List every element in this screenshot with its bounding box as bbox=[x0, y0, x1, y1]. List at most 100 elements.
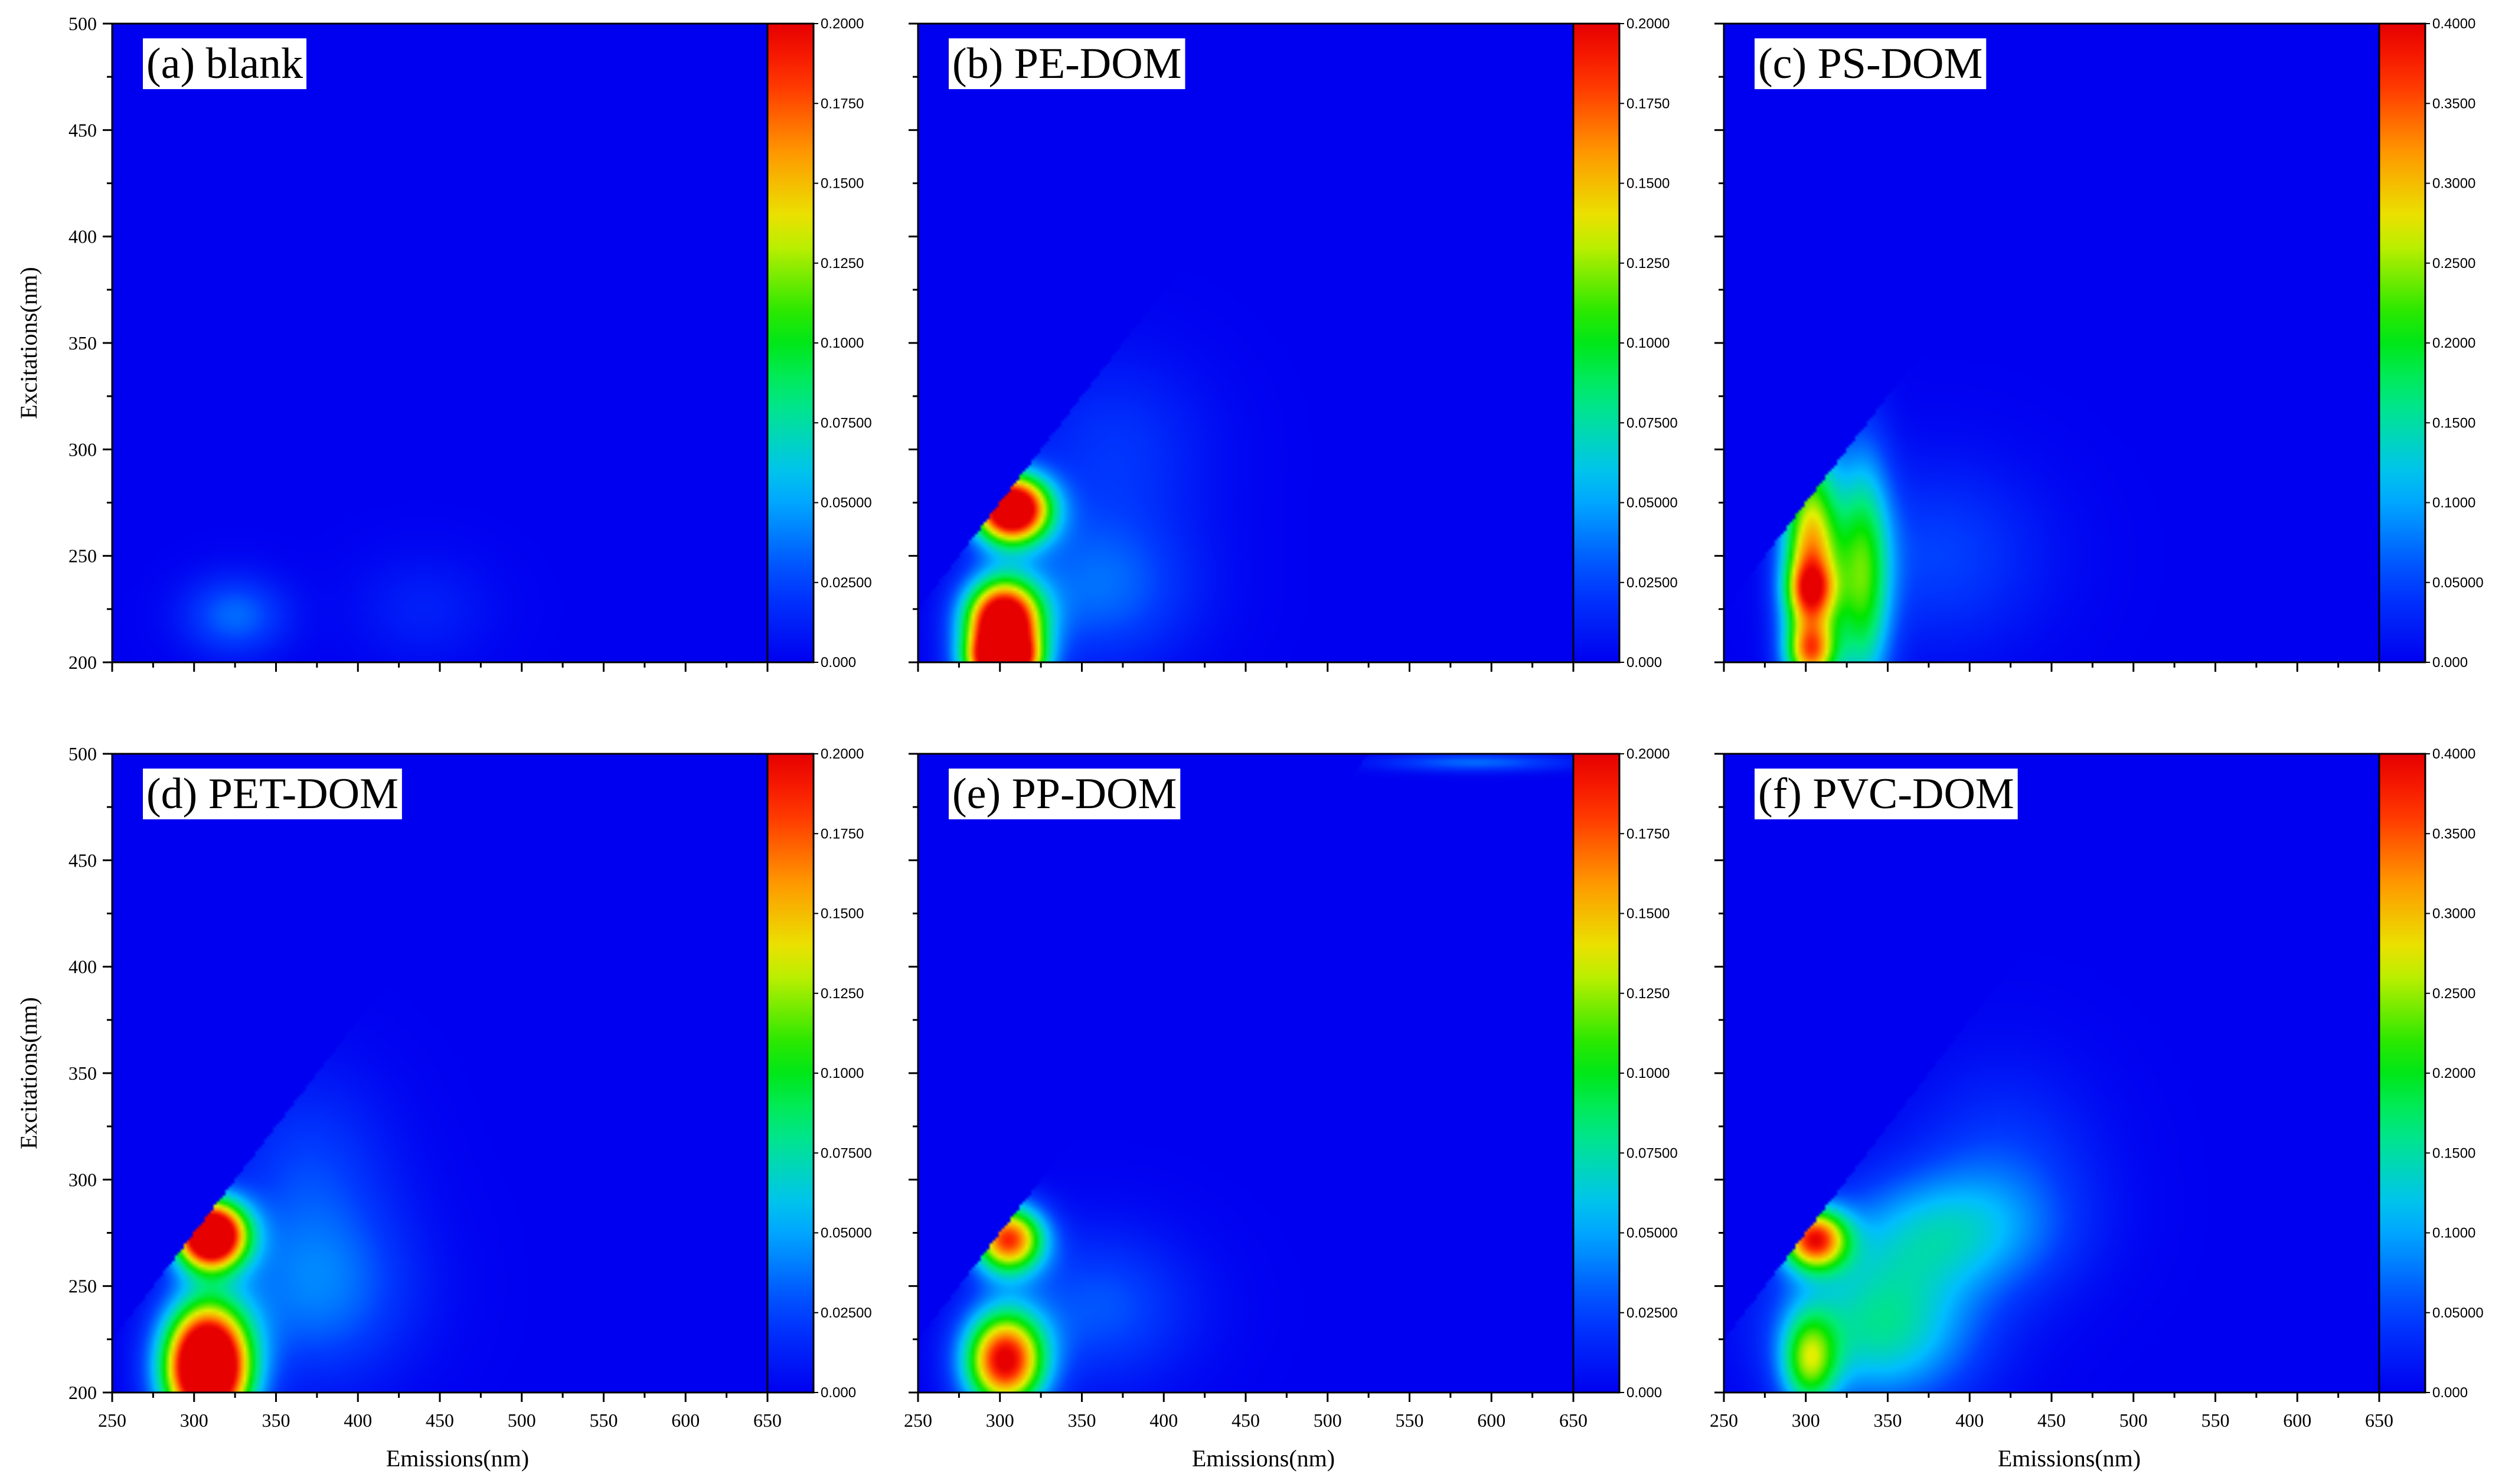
colorbar-tick-label: 0.05000 bbox=[821, 495, 872, 511]
x-tick-label: 350 bbox=[262, 1410, 290, 1431]
colorbar-tick-label: 0.1000 bbox=[2432, 1225, 2475, 1241]
colorbar-tick-label: 0.4000 bbox=[2432, 16, 2475, 32]
x-tick-label: 300 bbox=[180, 1410, 208, 1431]
x-tick-label: 400 bbox=[344, 1410, 372, 1431]
x-tick-label: 450 bbox=[1232, 1410, 1260, 1431]
colorbar-tick-label: 0.3500 bbox=[2432, 826, 2475, 842]
colorbar bbox=[2378, 22, 2426, 663]
x-tick-label: 550 bbox=[1396, 1410, 1424, 1431]
x-tick-label: 500 bbox=[508, 1410, 536, 1431]
colorbar-tick-label: 0.05000 bbox=[1626, 495, 1678, 511]
panel-5: 0.000 0.05000 0.1000 0.1500 0.2000 0.2500 0.30… bbox=[1710, 746, 2484, 1472]
colorbar-tick-label: 0.000 bbox=[2432, 1385, 2468, 1401]
colorbar-tick-label: 0.1000 bbox=[1626, 1065, 1670, 1081]
colorbar-tick-label: 0.05000 bbox=[2432, 1305, 2484, 1321]
colorbar-tick-label: 0.02500 bbox=[821, 1305, 872, 1321]
y-tick-label: 250 bbox=[68, 545, 97, 567]
colorbar-tick-label: 0.1750 bbox=[821, 826, 864, 842]
y-tick-label: 350 bbox=[68, 1063, 97, 1084]
y-tick-label: 500 bbox=[68, 13, 97, 34]
panel-title: (d) PET-DOM bbox=[146, 770, 399, 818]
y-tick-label: 500 bbox=[68, 743, 97, 764]
panel-4: 0.000 0.02500 0.05000 0.07500 0.1000 0.1250 0.… bbox=[904, 746, 1678, 1472]
panel-title-box bbox=[949, 38, 1185, 89]
colorbar-tick-label: 0.07500 bbox=[821, 1145, 872, 1161]
colorbar-tick-label: 0.05000 bbox=[821, 1225, 872, 1241]
colorbar-tick-label: 0.1250 bbox=[821, 986, 864, 1002]
x-tick-label: 450 bbox=[426, 1410, 454, 1431]
heatmap-image bbox=[112, 24, 767, 662]
colorbar-tick-label: 0.1000 bbox=[1626, 335, 1670, 351]
colorbar-tick-label: 0.000 bbox=[821, 655, 856, 671]
colorbar-tick-label: 0.1500 bbox=[2432, 415, 2475, 431]
colorbar-tick-label: 0.1250 bbox=[1626, 256, 1670, 272]
x-tick-label: 300 bbox=[1792, 1410, 1820, 1431]
colorbar-tick-label: 0.2000 bbox=[821, 746, 864, 762]
x-tick-label: 400 bbox=[1149, 1410, 1178, 1431]
colorbar-tick-label: 0.1000 bbox=[2432, 495, 2475, 511]
x-tick-label: 600 bbox=[671, 1410, 700, 1431]
colorbar-tick-label: 0.02500 bbox=[821, 575, 872, 591]
x-axis-title: Emissions(nm) bbox=[1998, 1445, 2141, 1472]
colorbar-tick-label: 0.02500 bbox=[1626, 575, 1678, 591]
y-tick-label: 250 bbox=[68, 1276, 97, 1297]
heatmap-image bbox=[112, 754, 767, 1393]
colorbar-tick-label: 0.05000 bbox=[2432, 575, 2484, 591]
x-tick-label: 250 bbox=[904, 1410, 932, 1431]
colorbar-tick-label: 0.2000 bbox=[2432, 1065, 2475, 1081]
y-axis-title: Excitations(nm) bbox=[15, 267, 42, 419]
colorbar-tick-label: 0.2000 bbox=[1626, 746, 1670, 762]
y-tick-label: 200 bbox=[68, 1382, 97, 1403]
panel-title: (b) PE-DOM bbox=[952, 40, 1181, 88]
y-tick-label: 300 bbox=[68, 439, 97, 460]
y-tick-label: 300 bbox=[68, 1169, 97, 1190]
colorbar bbox=[1572, 753, 1621, 1394]
panel-title-box bbox=[1755, 769, 2018, 819]
x-axis-title: Emissions(nm) bbox=[386, 1445, 529, 1472]
colorbar bbox=[766, 753, 815, 1394]
y-tick-label: 350 bbox=[68, 332, 97, 354]
colorbar-tick-label: 0.1500 bbox=[1626, 176, 1670, 192]
colorbar-tick-label: 0.000 bbox=[1626, 655, 1662, 671]
x-tick-label: 500 bbox=[2119, 1410, 2148, 1431]
x-tick-label: 650 bbox=[2365, 1410, 2393, 1431]
x-tick-label: 650 bbox=[753, 1410, 782, 1431]
panel-0: 0.000 0.02500 0.05000 0.07500 0.1000 0.1250 0.… bbox=[15, 13, 872, 673]
colorbar-tick-label: 0.1250 bbox=[1626, 986, 1670, 1002]
colorbar-tick-label: 0.3000 bbox=[2432, 176, 2475, 192]
colorbar-tick-label: 0.1750 bbox=[1626, 826, 1670, 842]
x-tick-label: 250 bbox=[1710, 1410, 1738, 1431]
panel-title: (e) PP-DOM bbox=[952, 770, 1177, 818]
colorbar-tick-label: 0.1750 bbox=[1626, 96, 1670, 112]
panel-3: 0.000 0.02500 0.05000 0.07500 0.1000 0.1250 0.… bbox=[15, 743, 872, 1472]
heatmap-image bbox=[1724, 754, 2379, 1393]
colorbar-tick-label: 0.1000 bbox=[821, 1065, 864, 1081]
colorbar-tick-label: 0.1250 bbox=[821, 256, 864, 272]
colorbar-tick-label: 0.3500 bbox=[2432, 96, 2475, 112]
colorbar bbox=[766, 22, 815, 663]
x-tick-label: 450 bbox=[2037, 1410, 2066, 1431]
panel-title: (c) PS-DOM bbox=[1758, 40, 1982, 88]
panel-title-box bbox=[143, 38, 307, 89]
colorbar bbox=[2378, 753, 2426, 1394]
colorbar-tick-label: 0.07500 bbox=[1626, 415, 1678, 431]
colorbar-tick-label: 0.3000 bbox=[2432, 906, 2475, 922]
colorbar-tick-label: 0.2000 bbox=[1626, 16, 1670, 32]
y-axis-title: Excitations(nm) bbox=[15, 997, 42, 1149]
colorbar-tick-label: 0.000 bbox=[2432, 655, 2468, 671]
x-tick-label: 350 bbox=[1874, 1410, 1902, 1431]
x-tick-label: 500 bbox=[1314, 1410, 1342, 1431]
x-tick-label: 350 bbox=[1068, 1410, 1096, 1431]
colorbar-tick-label: 0.07500 bbox=[821, 415, 872, 431]
panel-title: (a) blank bbox=[146, 40, 303, 88]
panel-title-box bbox=[949, 769, 1181, 819]
x-tick-label: 300 bbox=[986, 1410, 1014, 1431]
panel-title-box bbox=[1755, 38, 1987, 89]
x-tick-label: 250 bbox=[98, 1410, 126, 1431]
y-tick-label: 450 bbox=[68, 849, 97, 871]
colorbar-tick-label: 0.1500 bbox=[1626, 906, 1670, 922]
colorbar-tick-label: 0.2500 bbox=[2432, 986, 2475, 1002]
panel-title: (f) PVC-DOM bbox=[1758, 770, 2014, 818]
heatmap-image bbox=[918, 754, 1573, 1393]
